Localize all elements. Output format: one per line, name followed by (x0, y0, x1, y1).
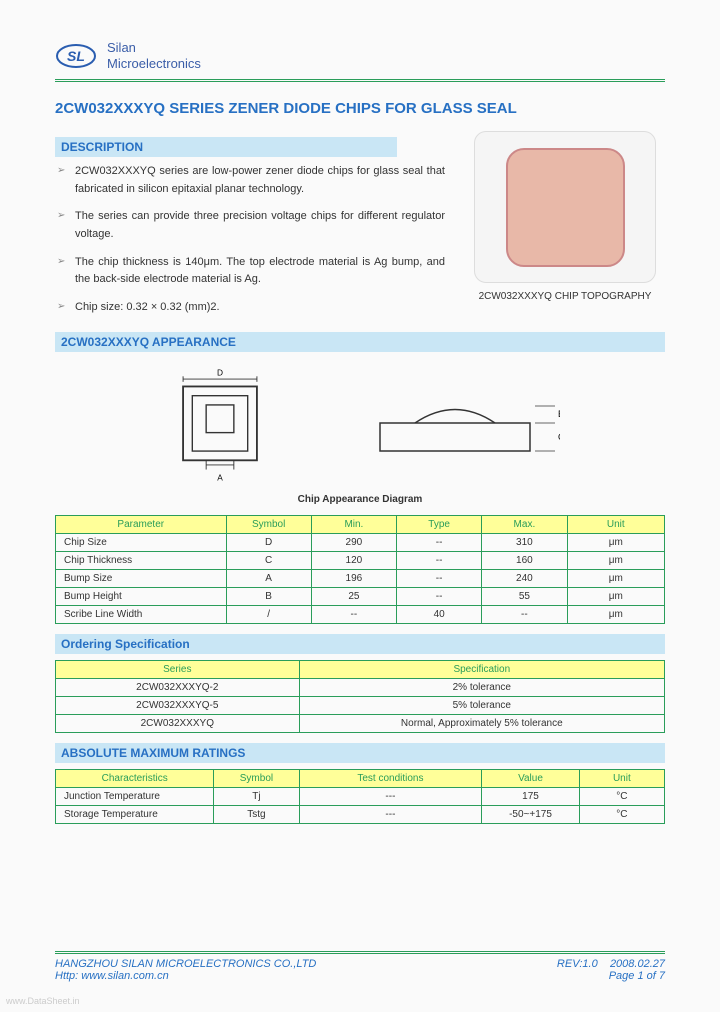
svg-text:B: B (558, 409, 560, 419)
table-cell: 2CW032XXXYQ (56, 715, 300, 733)
table-cell: 5% tolerance (299, 697, 664, 715)
brand-line2: Microelectronics (107, 56, 201, 72)
table-header: Parameter (56, 516, 227, 534)
table-header: Max. (482, 516, 567, 534)
table-cell: -- (311, 606, 396, 624)
table-cell: / (226, 606, 311, 624)
desc-item: The series can provide three precision v… (55, 208, 445, 243)
description-list: 2CW032XXXYQ series are low-power zener d… (55, 163, 445, 316)
diagram-caption: Chip Appearance Diagram (55, 494, 665, 505)
section-appearance: 2CW032XXXYQ APPEARANCE (55, 332, 665, 352)
table-cell: B (226, 588, 311, 606)
table-header: Min. (311, 516, 396, 534)
section-ordering: Ordering Specification (55, 634, 665, 654)
desc-item: Chip size: 0.32 × 0.32 (mm)2. (55, 299, 445, 317)
table-cell: 120 (311, 552, 396, 570)
appearance-diagram: D A B C (55, 368, 665, 488)
table-header: Test conditions (299, 770, 482, 788)
table-cell: 40 (397, 606, 482, 624)
table-cell: Junction Temperature (56, 788, 214, 806)
table-cell: Tstg (214, 806, 299, 824)
table-cell: -- (397, 588, 482, 606)
table-cell: 2% tolerance (299, 679, 664, 697)
table-cell: 175 (482, 788, 579, 806)
footer-company: HANGZHOU SILAN MICROELECTRONICS CO.,LTD (55, 958, 316, 970)
desc-item: 2CW032XXXYQ series are low-power zener d… (55, 163, 445, 198)
footer-date: 2008.02.27 (610, 958, 665, 970)
table-cell: -- (397, 552, 482, 570)
table-cell: μm (567, 606, 664, 624)
desc-item: The chip thickness is 140μm. The top ele… (55, 254, 445, 289)
table-cell: 55 (482, 588, 567, 606)
table-header: Symbol (214, 770, 299, 788)
table-cell: -- (397, 534, 482, 552)
table-cell: -- (482, 606, 567, 624)
svg-text:C: C (558, 432, 560, 442)
table-cell: -50~+175 (482, 806, 579, 824)
footer-page: Page 1 of 7 (609, 970, 665, 982)
footer-url: Http: www.silan.com.cn (55, 970, 169, 982)
table-cell: --- (299, 806, 482, 824)
table-cell: μm (567, 552, 664, 570)
table-cell: 240 (482, 570, 567, 588)
table-header: Unit (567, 516, 664, 534)
table-cell: Bump Size (56, 570, 227, 588)
table-cell: Tj (214, 788, 299, 806)
table-cell: 2CW032XXXYQ-2 (56, 679, 300, 697)
section-amr: ABSOLUTE MAXIMUM RATINGS (55, 743, 665, 763)
chip-topography-image (474, 131, 656, 283)
table-cell: Storage Temperature (56, 806, 214, 824)
table-cell: μm (567, 588, 664, 606)
table-header: Value (482, 770, 579, 788)
chip-front-view: D A (160, 368, 280, 488)
table-cell: °C (579, 806, 664, 824)
table-cell: Chip Thickness (56, 552, 227, 570)
table-header: Symbol (226, 516, 311, 534)
table-cell: -- (397, 570, 482, 588)
brand-text: Silan Microelectronics (107, 40, 201, 71)
amr-table: CharacteristicsSymbolTest conditionsValu… (55, 769, 665, 824)
brand-logo: SL (55, 43, 97, 69)
table-cell: --- (299, 788, 482, 806)
table-cell: C (226, 552, 311, 570)
chip-side-view: B C (360, 388, 560, 468)
table-header: Unit (579, 770, 664, 788)
topography-caption: 2CW032XXXYQ CHIP TOPOGRAPHY (465, 291, 665, 302)
table-cell: μm (567, 534, 664, 552)
table-header: Type (397, 516, 482, 534)
brand-line1: Silan (107, 40, 201, 56)
footer: HANGZHOU SILAN MICROELECTRONICS CO.,LTD … (55, 951, 665, 982)
svg-text:SL: SL (67, 48, 85, 64)
table-cell: D (226, 534, 311, 552)
table-cell: 2CW032XXXYQ-5 (56, 697, 300, 715)
header-divider (55, 79, 665, 82)
table-cell: 310 (482, 534, 567, 552)
table-header: Series (56, 661, 300, 679)
table-header: Characteristics (56, 770, 214, 788)
table-cell: Chip Size (56, 534, 227, 552)
parameter-table: ParameterSymbolMin.TypeMax.Unit Chip Size… (55, 515, 665, 624)
table-cell: Bump Height (56, 588, 227, 606)
watermark: www.DataSheet.in (6, 996, 80, 1006)
page-title: 2CW032XXXYQ SERIES ZENER DIODE CHIPS FOR… (55, 100, 665, 117)
section-description: DESCRIPTION (55, 137, 397, 157)
table-cell: 290 (311, 534, 396, 552)
ordering-table: SeriesSpecification2CW032XXXYQ-22% toler… (55, 660, 665, 733)
table-cell: Normal, Approximately 5% tolerance (299, 715, 664, 733)
table-cell: μm (567, 570, 664, 588)
svg-text:D: D (217, 368, 223, 377)
table-cell: 196 (311, 570, 396, 588)
table-cell: A (226, 570, 311, 588)
header: SL Silan Microelectronics (55, 40, 665, 71)
table-header: Specification (299, 661, 664, 679)
footer-rev: REV:1.0 (557, 958, 598, 970)
table-cell: 160 (482, 552, 567, 570)
table-cell: °C (579, 788, 664, 806)
table-cell: 25 (311, 588, 396, 606)
table-cell: Scribe Line Width (56, 606, 227, 624)
svg-text:A: A (217, 473, 223, 483)
